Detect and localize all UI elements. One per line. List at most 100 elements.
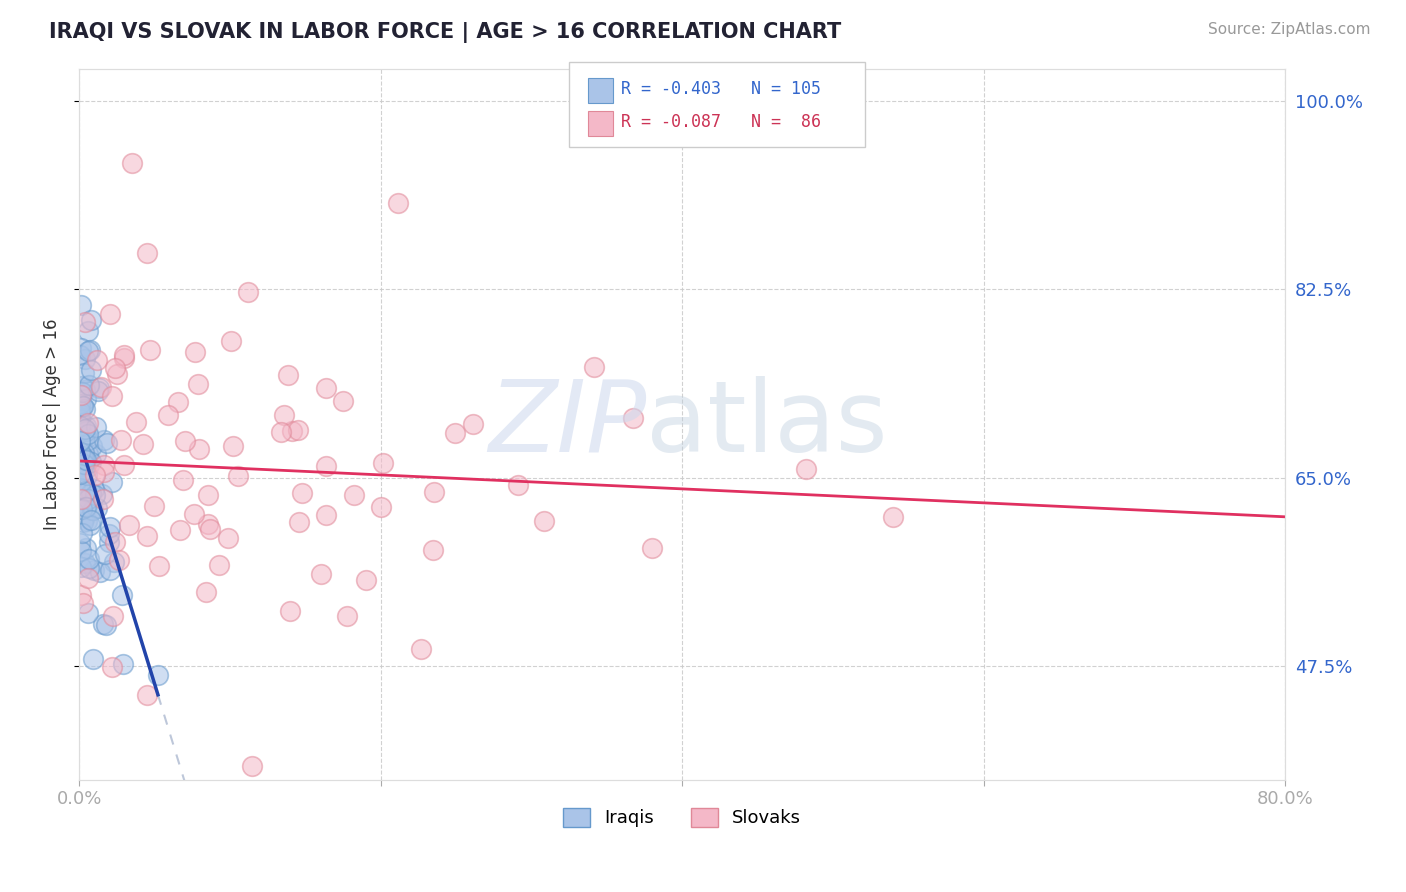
Point — [72, 478, 94, 492]
Point — [197, 517, 219, 532]
Point — [411, 642, 433, 657]
Point — [108, 553, 131, 567]
Point — [79, 517, 101, 532]
Point — [77, 492, 100, 507]
Point — [75, 351, 97, 366]
Point — [70, 388, 93, 402]
Point — [82, 439, 104, 453]
Point — [70, 419, 93, 434]
Point — [794, 462, 817, 476]
Point — [94, 618, 117, 632]
Text: ZIP: ZIP — [488, 376, 645, 473]
Point — [533, 515, 555, 529]
Point — [69, 387, 91, 401]
Point — [70, 525, 93, 540]
Point — [76, 416, 98, 430]
Point — [121, 156, 143, 170]
Point — [93, 492, 115, 507]
Point — [93, 465, 115, 479]
Point — [72, 451, 94, 466]
Point — [84, 420, 107, 434]
Point — [75, 484, 97, 499]
Point — [75, 425, 97, 439]
Point — [80, 503, 103, 517]
Point — [112, 348, 135, 362]
Point — [98, 307, 121, 321]
Point — [70, 400, 93, 414]
Point — [219, 334, 242, 348]
Point — [73, 509, 96, 524]
Point — [76, 433, 98, 447]
Point — [77, 377, 100, 392]
Point — [80, 513, 103, 527]
Point — [77, 427, 100, 442]
Point — [84, 467, 107, 482]
Point — [72, 473, 94, 487]
Point — [80, 455, 103, 469]
Point — [69, 559, 91, 574]
Point — [87, 384, 110, 398]
Point — [315, 381, 337, 395]
Point — [100, 475, 122, 490]
Point — [69, 348, 91, 362]
Point — [93, 433, 115, 447]
Point — [167, 395, 190, 409]
Point — [98, 527, 121, 541]
Text: Source: ZipAtlas.com: Source: ZipAtlas.com — [1208, 22, 1371, 37]
Point — [79, 561, 101, 575]
Point — [72, 432, 94, 446]
Point — [69, 298, 91, 312]
Point — [336, 609, 359, 624]
Point — [506, 478, 529, 492]
Point — [76, 515, 98, 529]
Point — [882, 509, 904, 524]
Point — [93, 458, 115, 472]
Point — [105, 367, 128, 381]
Point — [278, 604, 301, 618]
Point — [373, 456, 395, 470]
Point — [309, 567, 332, 582]
Point — [238, 285, 260, 299]
Point — [100, 389, 122, 403]
Point — [125, 415, 148, 429]
Point — [75, 457, 97, 471]
Point — [89, 565, 111, 579]
Point — [69, 492, 91, 507]
Text: IRAQI VS SLOVAK IN LABOR FORCE | AGE > 16 CORRELATION CHART: IRAQI VS SLOVAK IN LABOR FORCE | AGE > 1… — [49, 22, 841, 44]
Point — [73, 457, 96, 471]
Point — [69, 462, 91, 476]
Point — [112, 351, 135, 366]
Point — [72, 463, 94, 477]
Point — [423, 485, 446, 500]
Point — [69, 404, 91, 418]
Point — [70, 463, 93, 477]
Point — [73, 499, 96, 513]
Point — [112, 458, 135, 473]
Point — [83, 482, 105, 496]
Point — [621, 410, 644, 425]
Point — [103, 535, 125, 549]
Point — [77, 460, 100, 475]
Point — [75, 556, 97, 570]
Point — [70, 449, 93, 463]
Point — [69, 445, 91, 459]
Point — [72, 399, 94, 413]
Point — [136, 528, 159, 542]
Point — [69, 411, 91, 425]
Point — [72, 464, 94, 478]
Point — [146, 668, 169, 682]
Point — [174, 434, 197, 448]
Point — [83, 488, 105, 502]
Point — [75, 541, 97, 556]
Point — [69, 544, 91, 558]
Point — [172, 473, 194, 487]
Point — [90, 380, 112, 394]
Point — [86, 353, 108, 368]
Point — [132, 437, 155, 451]
Point — [73, 315, 96, 329]
Point — [69, 536, 91, 550]
Point — [93, 617, 115, 632]
Point — [641, 541, 664, 556]
Point — [77, 606, 100, 620]
Text: R = -0.087   N =  86: R = -0.087 N = 86 — [621, 113, 821, 131]
